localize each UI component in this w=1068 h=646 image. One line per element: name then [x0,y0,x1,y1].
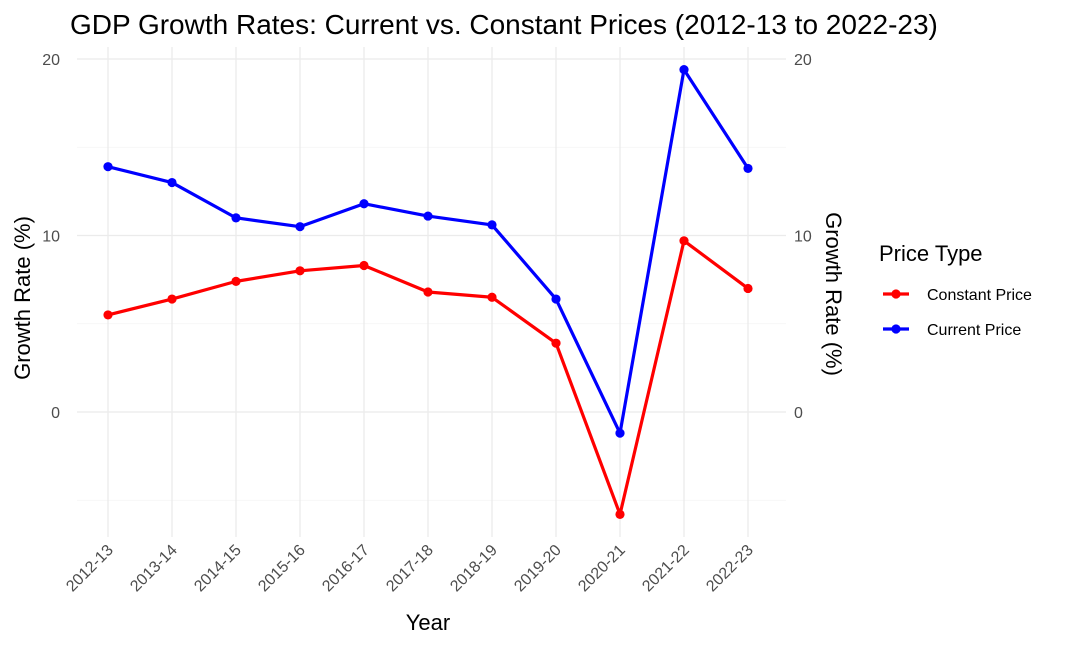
legend-swatch-point [891,289,901,299]
data-point [359,260,369,271]
x-tick-label: 2013-14 [127,542,181,596]
data-point [231,276,241,286]
legend-item: Current Price [883,322,1021,339]
data-point [615,509,625,519]
x-tick-label: 2022-23 [703,542,757,596]
x-tick-label: 2021-22 [639,542,693,596]
series-constant-price [103,236,753,519]
data-point [679,236,689,246]
y-tick-label-right: 20 [794,52,812,69]
y-axis-right: 0 10 20 [794,52,812,422]
series-current-price [103,64,753,438]
y-tick-label-left: 0 [51,405,60,422]
data-point [679,64,689,75]
data-point [231,213,241,223]
x-tick-label: 2020-21 [575,542,629,596]
legend-items: Constant Price Current Price [883,287,1032,339]
grid [77,47,786,537]
legend-label: Constant Price [927,287,1032,304]
x-tick-label: 2014-15 [191,542,245,596]
data-point [487,292,497,302]
data-point [359,199,369,209]
data-point [423,211,433,221]
data-point [103,310,113,320]
legend-item: Constant Price [883,287,1032,304]
data-point [103,162,113,172]
x-tick-label: 2016-17 [319,542,373,596]
x-tick-label: 2017-18 [383,542,437,596]
chart-title: GDP Growth Rates: Current vs. Constant P… [70,9,938,40]
data-point [551,338,561,348]
x-tick-label: 2015-16 [255,542,309,596]
y-axis-left: 0 10 20 [42,52,60,422]
series-layer [103,64,753,519]
data-point [295,222,305,232]
x-axis: 2012-13 2013-14 2014-15 2015-16 2016-17 2017-… [63,542,757,596]
legend-label: Current Price [927,322,1021,339]
y-tick-label-left: 10 [42,229,60,246]
x-axis-title: Year [406,610,450,635]
legend-swatch-point [891,324,901,334]
y-tick-label-right: 10 [794,229,812,246]
x-tick-label: 2012-13 [63,542,117,596]
data-point [615,428,625,438]
legend-title: Price Type [879,241,983,266]
y-tick-label-right: 0 [794,405,803,422]
data-point [551,294,561,304]
y-axis-title-right: Growth Rate (%) [821,212,846,376]
data-point [167,294,177,304]
data-point [487,220,497,230]
x-tick-label: 2019-20 [511,542,565,596]
x-tick-label: 2018-19 [447,542,501,596]
legend: Price Type Constant Price Current Price [879,241,1032,339]
data-point [743,283,753,294]
data-point [743,163,753,174]
data-point [295,266,305,276]
data-point [423,287,433,297]
y-tick-label-left: 20 [42,52,60,69]
y-axis-title-left: Growth Rate (%) [10,216,35,380]
data-point [167,177,177,188]
